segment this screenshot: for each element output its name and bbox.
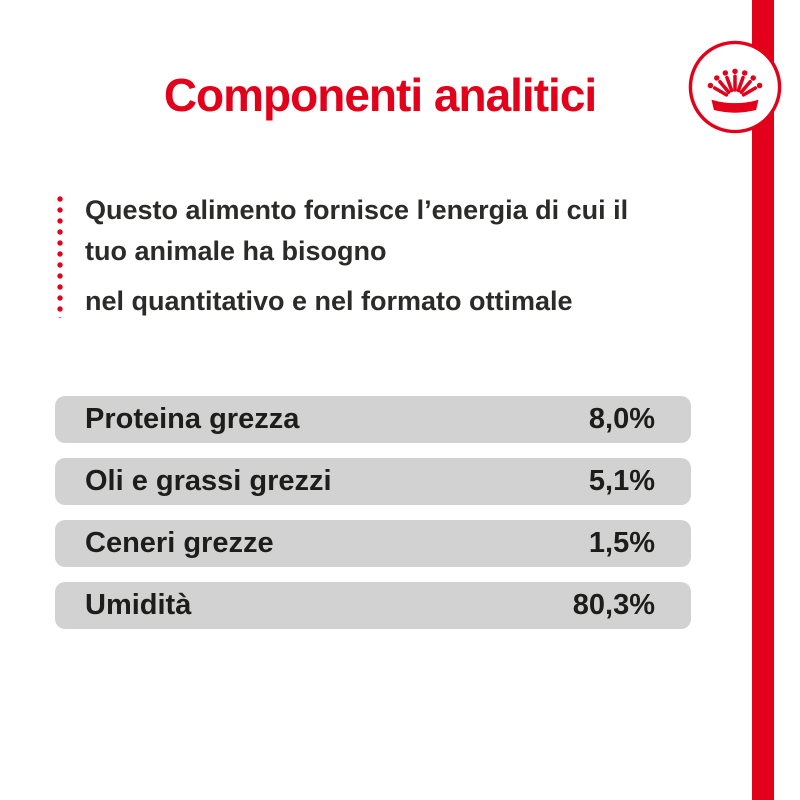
intro-line-1: Questo alimento fornisce l’energia di cu… <box>85 195 629 266</box>
intro-section: Questo alimento fornisce l’energia di cu… <box>57 190 675 322</box>
page-title: Componenti analitici <box>163 69 597 121</box>
royal-canin-crown-icon <box>688 40 782 134</box>
table-row: Ceneri grezze 1,5% <box>55 520 691 567</box>
component-value: 8,0% <box>588 403 655 435</box>
component-value: 1,5% <box>588 527 655 559</box>
brand-logo <box>686 38 784 136</box>
intro-line-2: nel quantitativo e nel formato ottimale <box>85 286 573 316</box>
component-label: Ceneri grezze <box>85 527 274 559</box>
table-row: Umidità 80,3% <box>55 582 691 629</box>
right-accent-stripe <box>752 0 774 800</box>
component-value: 5,1% <box>588 465 655 497</box>
component-label: Oli e grassi grezzi <box>85 465 332 497</box>
table-row: Proteina grezza 8,0% <box>55 396 691 443</box>
intro-text: Questo alimento fornisce l’energia di cu… <box>85 190 675 322</box>
component-value: 80,3% <box>572 589 655 621</box>
component-label: Umidità <box>85 589 192 621</box>
component-label: Proteina grezza <box>85 403 300 435</box>
dotted-line-decoration <box>57 196 63 318</box>
table-row: Oli e grassi grezzi 5,1% <box>55 458 691 505</box>
analytical-components-table: Proteina grezza 8,0% Oli e grassi grezzi… <box>55 396 691 644</box>
